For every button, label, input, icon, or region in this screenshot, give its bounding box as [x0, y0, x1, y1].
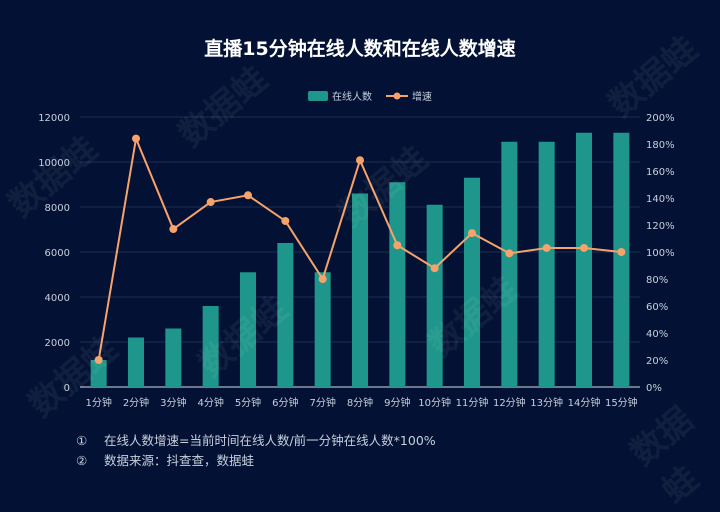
bar — [128, 337, 144, 387]
y-right-tick-label: 60% — [646, 302, 668, 313]
growth-point — [244, 191, 252, 200]
x-tick-label: 8分钟 — [347, 396, 373, 409]
bar — [538, 141, 555, 387]
x-tick-label: 7分钟 — [309, 396, 335, 409]
x-tick-label: 15分钟 — [605, 396, 638, 409]
y-left-tick-label: 12000 — [38, 113, 70, 124]
y-right-tick-label: 180% — [646, 140, 675, 151]
growth-point — [132, 134, 140, 143]
x-tick-label: 2分钟 — [123, 396, 149, 409]
growth-point — [94, 356, 103, 364]
y-right-tick-label: 160% — [646, 167, 675, 178]
x-tick-label: 13分钟 — [530, 396, 563, 409]
x-tick-label: 6分钟 — [272, 396, 298, 409]
bar — [240, 272, 256, 387]
chart-title: 直播15分钟在线人数和在线人数增速 — [204, 38, 516, 60]
legend-line-marker — [393, 92, 401, 100]
y-right-tick-label: 140% — [646, 194, 675, 205]
growth-point — [169, 225, 178, 234]
y-left-tick-label: 4000 — [45, 293, 70, 304]
footnote-1: ① 在线人数增速=当前时间在线人数/前一分钟在线人数*100% — [76, 433, 436, 448]
growth-point — [206, 198, 215, 207]
x-tick-label: 10分钟 — [418, 396, 451, 409]
growth-point — [505, 249, 514, 258]
bar — [576, 132, 592, 387]
y-left-tick-label: 8000 — [45, 203, 70, 214]
y-right-tick-label: 80% — [646, 275, 668, 286]
growth-point — [356, 156, 364, 165]
x-tick-label: 4分钟 — [197, 396, 223, 409]
bar — [613, 132, 630, 387]
bar — [202, 306, 219, 387]
y-left-tick-label: 10000 — [38, 158, 70, 169]
y-left-tick-label: 0 — [64, 383, 70, 394]
legend-line-label: 增速 — [412, 90, 432, 103]
growth-point — [430, 264, 439, 273]
y-right-tick-label: 100% — [646, 248, 675, 259]
growth-point — [281, 216, 290, 225]
growth-point — [318, 275, 327, 283]
growth-point — [468, 229, 476, 238]
legend-bar-swatch — [308, 91, 328, 101]
y-right-tick-label: 0% — [646, 383, 662, 394]
x-tick-label: 3分钟 — [160, 396, 186, 409]
y-right-tick-label: 120% — [646, 221, 675, 232]
growth-point — [393, 241, 402, 250]
bar — [165, 328, 182, 387]
x-tick-label: 12分钟 — [493, 396, 526, 409]
y-right-tick-label: 40% — [646, 329, 668, 340]
bar — [426, 204, 443, 387]
x-tick-label: 11分钟 — [456, 396, 489, 409]
y-right-tick-label: 20% — [646, 356, 668, 367]
chart: 0 2000 4000 6000 8000 10000 12000 0% 20% 40% 60% 80… — [38, 90, 675, 409]
bar — [277, 243, 294, 387]
growth-point — [542, 243, 551, 252]
y-right-tick-label: 200% — [646, 113, 675, 124]
bar — [352, 193, 368, 387]
bar — [501, 141, 518, 387]
x-tick-label: 14分钟 — [568, 396, 601, 409]
x-tick-label: 5分钟 — [235, 396, 261, 409]
y-left-tick-label: 2000 — [45, 338, 70, 349]
x-tick-label: 1分钟 — [85, 396, 111, 409]
bar — [314, 272, 331, 387]
bar — [90, 360, 107, 387]
growth-point — [580, 243, 588, 252]
legend-bar-label: 在线人数 — [332, 90, 372, 103]
footnotes: ① 在线人数增速=当前时间在线人数/前一分钟在线人数*100% ② 数据来源：抖查查… — [76, 431, 436, 471]
bar — [389, 182, 406, 387]
growth-point — [617, 248, 626, 256]
y-left-tick-label: 6000 — [45, 248, 70, 259]
x-tick-label: 9分钟 — [384, 396, 410, 409]
bar — [464, 177, 480, 387]
footnote-2: ② 数据来源：抖查查，数据蛙 — [76, 453, 255, 468]
